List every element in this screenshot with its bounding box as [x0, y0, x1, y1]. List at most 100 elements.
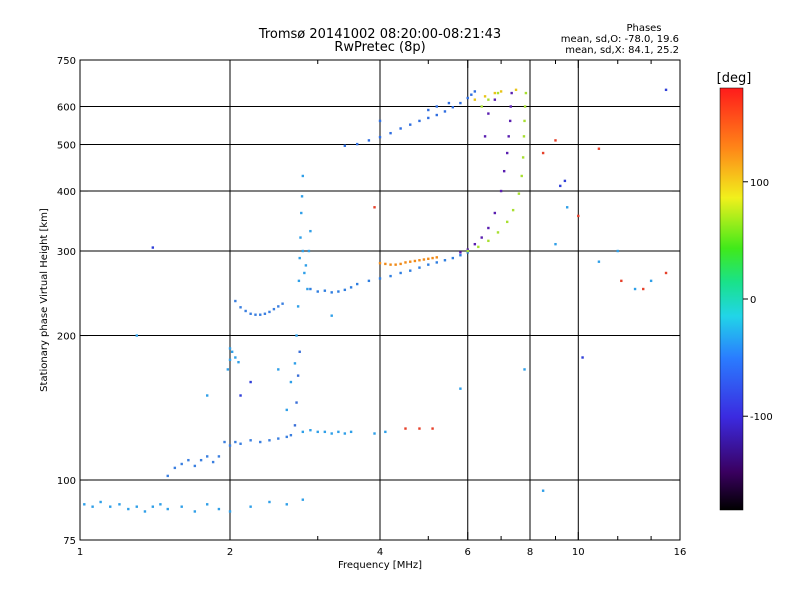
data-point: [316, 430, 319, 434]
data-point: [378, 261, 382, 265]
data-point: [399, 271, 402, 275]
data-point: [307, 249, 311, 253]
data-point: [418, 119, 421, 123]
data-point: [435, 105, 438, 108]
data-point: [295, 401, 298, 404]
data-point: [508, 119, 512, 123]
data-point: [300, 211, 303, 215]
data-point: [83, 503, 86, 506]
data-point: [228, 358, 232, 362]
axis-ticks: 1 2 4 6 8 10 16 75 100 200 300 400 500 600 750: [57, 56, 686, 558]
data-point: [239, 306, 242, 309]
data-point: [483, 135, 487, 138]
data-point: [277, 305, 280, 308]
data-point: [277, 368, 280, 371]
chart-title: Tromsø 20141002 08:20:00-08:21:43: [258, 27, 501, 42]
data-point: [451, 106, 455, 109]
data-point: [230, 350, 234, 353]
data-point: [502, 169, 506, 173]
data-point: [285, 408, 288, 412]
data-point: [205, 394, 209, 397]
data-point: [309, 287, 312, 291]
data-point: [577, 214, 580, 218]
data-point: [367, 279, 371, 283]
data-point: [259, 440, 262, 444]
data-point: [234, 299, 237, 303]
data-point: [173, 466, 177, 470]
y-tick-label: 500: [57, 141, 76, 152]
data-point: [404, 427, 407, 430]
data-point: [135, 334, 138, 337]
data-point: [554, 139, 557, 142]
data-point: [378, 277, 382, 280]
data-point: [470, 93, 473, 96]
data-point: [228, 510, 232, 513]
x-tick-label: 2: [227, 547, 233, 558]
data-point: [541, 151, 545, 155]
x-tick-label: 8: [527, 547, 533, 558]
data-point: [199, 458, 203, 462]
data-point: [355, 142, 359, 146]
data-point: [499, 90, 503, 93]
data-point: [343, 288, 347, 292]
data-point: [522, 135, 526, 138]
data-point: [480, 236, 483, 239]
data-point: [166, 474, 169, 478]
data-point: [435, 261, 438, 264]
data-point: [323, 289, 327, 292]
data-point: [211, 460, 215, 464]
data-point: [510, 91, 513, 95]
data-point: [496, 91, 500, 95]
data-point: [285, 503, 288, 506]
data-point: [523, 119, 526, 123]
data-point: [487, 226, 490, 230]
data-point: [389, 274, 392, 278]
y-tick-label: 300: [57, 247, 76, 258]
data-point: [285, 435, 288, 439]
colorbar-tick-label: 100: [750, 178, 769, 189]
data-point: [443, 110, 447, 113]
data-point: [520, 174, 523, 178]
data-point: [228, 347, 232, 350]
data-point: [151, 246, 155, 249]
data-point: [135, 505, 138, 508]
data-point: [330, 314, 333, 317]
data-point: [541, 489, 545, 492]
data-point: [249, 312, 252, 315]
data-point: [109, 505, 112, 508]
data-point: [234, 440, 237, 444]
data-point: [223, 440, 226, 444]
data-point: [143, 510, 147, 513]
data-point: [389, 131, 392, 135]
data-point: [563, 179, 567, 183]
data-point: [473, 242, 477, 246]
data-point: [616, 249, 619, 253]
y-tick-label: 400: [57, 187, 76, 198]
data-point: [523, 105, 527, 108]
data-point: [193, 510, 197, 513]
data-point: [263, 312, 267, 315]
data-point: [389, 263, 392, 266]
data-point: [330, 291, 333, 294]
data-point: [205, 503, 209, 506]
data-point: [299, 236, 302, 239]
data-point: [239, 394, 242, 397]
data-point: [524, 91, 528, 95]
data-point: [301, 498, 305, 501]
data-point: [301, 174, 305, 178]
data-point: [127, 507, 130, 511]
chart-subtitle: RwPretec (8p): [334, 40, 425, 55]
x-tick-label: 10: [572, 547, 585, 558]
colorbar-ticks: 100 0 -100: [743, 178, 773, 423]
data-point: [664, 88, 668, 92]
data-point: [459, 251, 462, 254]
data-point: [272, 307, 276, 311]
data-point: [249, 505, 252, 508]
x-tick-label: 4: [377, 547, 383, 558]
data-point: [316, 290, 319, 293]
data-point: [373, 432, 376, 435]
data-point: [343, 432, 347, 435]
data-point: [409, 269, 412, 272]
data-point: [409, 123, 412, 126]
